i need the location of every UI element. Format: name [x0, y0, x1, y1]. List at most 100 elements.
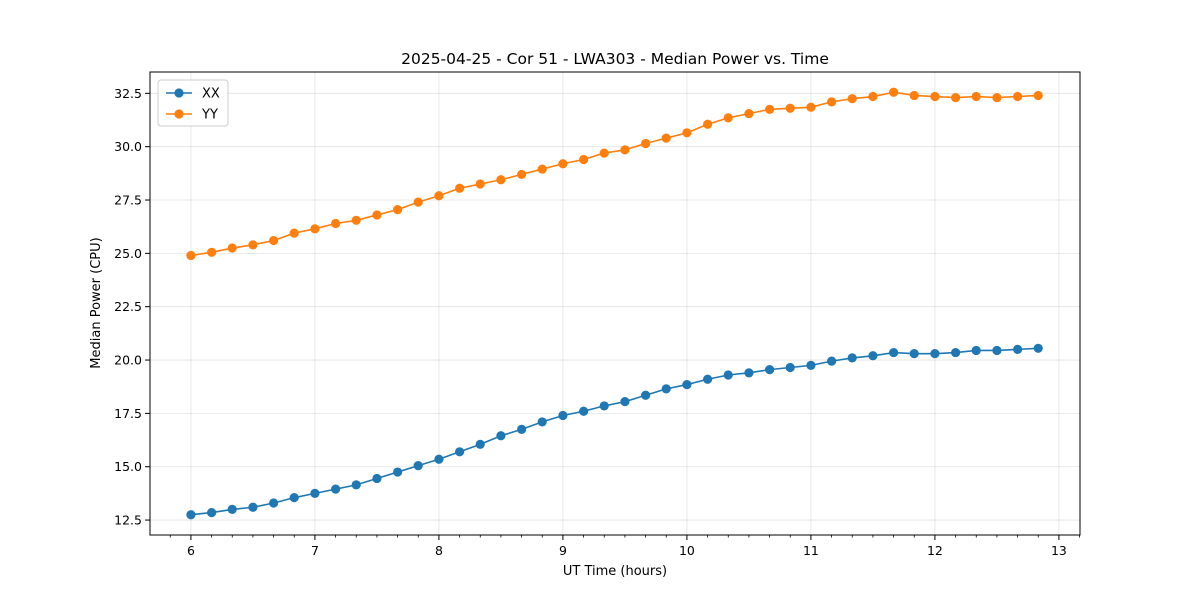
data-point-xx [744, 368, 754, 378]
data-point-xx [289, 493, 299, 503]
grid [150, 72, 1080, 535]
y-tick-label: 27.5 [114, 193, 142, 208]
y-tick-label: 12.5 [114, 513, 142, 528]
data-point-xx [806, 360, 816, 370]
data-point-yy [806, 102, 816, 112]
x-tick-label: 9 [559, 543, 567, 558]
y-axis-title: Median Power (CPU) [89, 237, 104, 368]
x-tick-label: 8 [435, 543, 443, 558]
data-point-xx [785, 362, 795, 373]
data-point-xx [455, 447, 465, 457]
data-point-xx [331, 484, 341, 494]
data-point-xx [269, 498, 279, 508]
data-point-yy [579, 154, 589, 165]
y-tick-label: 25.0 [114, 246, 142, 261]
data-point-xx [930, 349, 940, 359]
data-point-yy [310, 224, 320, 234]
data-point-yy [785, 103, 795, 113]
data-point-xx [889, 347, 899, 358]
data-point-xx [661, 384, 671, 394]
data-point-yy [248, 240, 258, 250]
data-point-yy [661, 133, 671, 143]
data-point-yy [723, 113, 733, 123]
data-point-xx [682, 379, 692, 390]
data-point-yy [558, 159, 568, 169]
data-point-xx [641, 390, 651, 400]
data-point-yy [186, 250, 196, 261]
data-point-xx [475, 439, 485, 449]
series-layer [186, 87, 1043, 520]
data-point-yy [393, 205, 403, 215]
data-point-yy [889, 87, 899, 97]
plot-frame [149, 71, 1081, 536]
data-point-xx [1033, 343, 1043, 353]
data-point-yy [930, 91, 940, 102]
ticks: 6 7 8 9 10 11 12 13 12.5 15.0 17.5 20.0 22.5 25.0 27.5… [114, 86, 1080, 558]
legend-marker-xx [174, 88, 184, 98]
data-point-yy [744, 109, 754, 119]
data-point-yy [868, 91, 878, 102]
data-point-yy [537, 164, 547, 174]
x-tick-label: 13 [1051, 543, 1067, 558]
data-point-xx [496, 431, 506, 441]
data-point-xx [765, 365, 775, 375]
y-tick-label: 20.0 [114, 353, 142, 368]
data-point-yy [496, 175, 506, 185]
data-point-xx [186, 510, 196, 520]
data-point-yy [434, 191, 444, 201]
data-point-xx [310, 488, 320, 498]
data-point-xx [868, 351, 878, 361]
data-point-yy [331, 218, 341, 229]
data-point-yy [1013, 91, 1023, 102]
data-point-xx [517, 424, 527, 434]
data-point-xx [207, 507, 217, 518]
data-point-yy [475, 179, 485, 189]
data-point-xx [620, 397, 630, 407]
data-point-xx [847, 353, 857, 363]
data-point-yy [455, 183, 465, 193]
x-tick-label: 7 [311, 543, 319, 558]
data-point-xx [579, 406, 589, 416]
data-point-xx [992, 345, 1002, 356]
y-tick-label: 22.5 [114, 299, 142, 314]
data-point-xx [372, 473, 382, 484]
data-point-yy [351, 215, 361, 225]
legend-label-yy: YY [201, 108, 218, 123]
data-point-yy [909, 90, 919, 101]
data-point-yy [951, 93, 961, 103]
data-point-yy [1033, 90, 1043, 101]
data-point-yy [682, 128, 692, 138]
data-point-yy [289, 228, 299, 238]
data-point-yy [372, 210, 382, 220]
data-point-xx [599, 401, 609, 411]
data-point-xx [248, 502, 258, 512]
data-point-xx [413, 461, 423, 471]
data-point-xx [558, 410, 568, 421]
data-point-yy [227, 243, 237, 253]
data-point-xx [1013, 344, 1023, 354]
x-tick-label: 11 [803, 543, 819, 558]
chart-title: 2025-04-25 - Cor 51 - LWA303 - Median Po… [401, 50, 829, 68]
y-tick-label: 32.5 [114, 86, 142, 101]
data-point-xx [227, 504, 237, 514]
data-point-yy [847, 94, 857, 104]
x-tick-label: 10 [679, 543, 695, 558]
data-point-xx [434, 454, 444, 464]
data-point-yy [765, 104, 775, 114]
data-point-yy [517, 169, 527, 180]
data-point-yy [992, 93, 1002, 103]
data-point-yy [413, 197, 423, 207]
x-tick-label: 12 [927, 543, 943, 558]
data-point-xx [351, 480, 361, 490]
legend-label-xx: XX [202, 87, 220, 102]
data-point-xx [951, 347, 961, 358]
data-point-yy [703, 119, 713, 129]
data-point-yy [827, 97, 837, 107]
data-point-yy [207, 247, 217, 257]
data-point-xx [971, 345, 981, 356]
data-point-yy [599, 148, 609, 158]
data-point-xx [827, 356, 837, 366]
data-point-yy [971, 91, 981, 102]
y-tick-label: 30.0 [114, 139, 142, 154]
legend: XX YY [157, 79, 229, 127]
